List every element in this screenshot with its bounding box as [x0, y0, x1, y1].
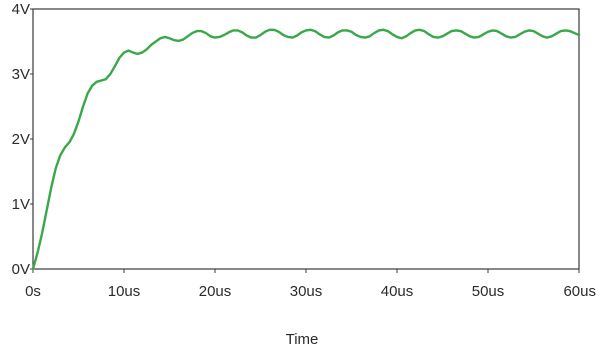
x-tick-label: 60us: [563, 283, 596, 300]
y-tick-label: 2V: [12, 131, 30, 148]
x-tick-label: 50us: [472, 283, 505, 300]
x-tick-label: 20us: [199, 283, 232, 300]
plot-frame: [32, 8, 580, 270]
series-layer: [31, 28, 581, 271]
x-axis-ticks: 0s 10us 20us 30us 40us 50us 60us: [25, 269, 596, 300]
x-axis-title: Time: [286, 331, 319, 348]
x-tick-label: 40us: [381, 283, 414, 300]
y-tick-label: 4V: [12, 1, 30, 18]
y-axis-ticks: 0V 1V 2V 3V 4V: [12, 1, 33, 278]
x-tick-label: 10us: [108, 283, 141, 300]
x-tick-label: 0s: [25, 283, 41, 300]
y-tick-label: 1V: [12, 196, 30, 213]
x-tick-label: 30us: [290, 283, 323, 300]
series-line-0: [31, 28, 581, 271]
y-tick-label: 3V: [12, 66, 30, 83]
y-tick-label: 0V: [12, 261, 30, 278]
